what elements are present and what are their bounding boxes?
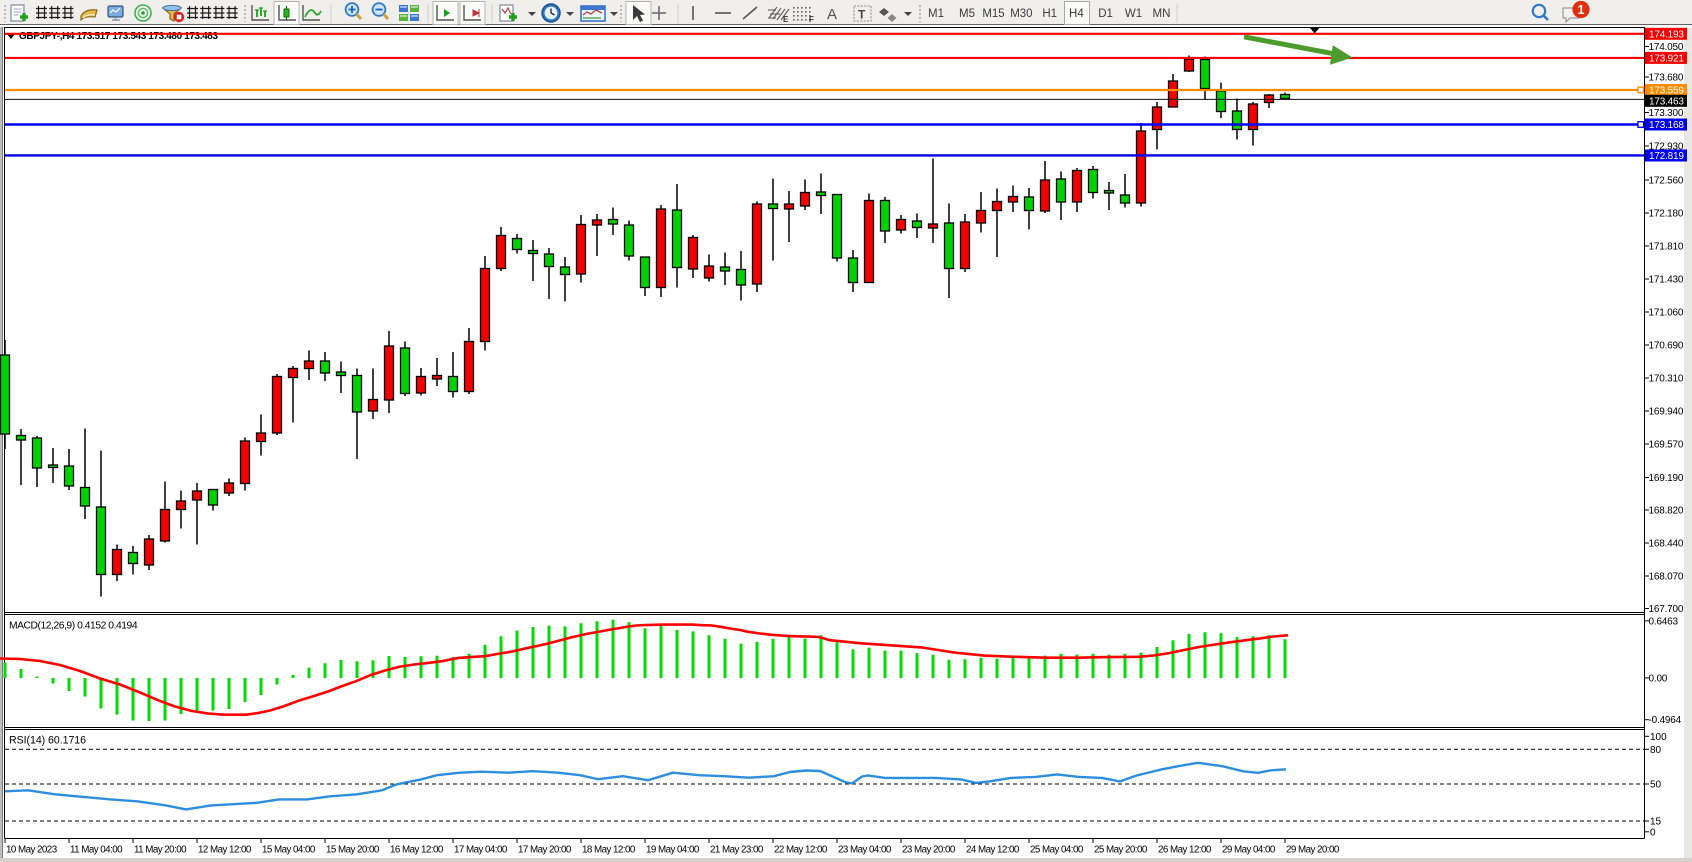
svg-text:17 May 20:00: 17 May 20:00 xyxy=(518,845,572,856)
svg-text:A: A xyxy=(827,6,837,23)
svg-text:172.930: 172.930 xyxy=(1649,142,1684,153)
svg-text:GBPJPY-,H4 173.517 173.543 17: GBPJPY-,H4 173.517 173.543 173.480 173.4… xyxy=(19,31,218,42)
svg-text:E: E xyxy=(783,15,789,24)
svg-text:50: 50 xyxy=(1650,780,1662,791)
svg-text:0.00: 0.00 xyxy=(1649,673,1668,684)
svg-text:15 May 04:00: 15 May 04:00 xyxy=(262,845,316,856)
svg-text:172.560: 172.560 xyxy=(1649,176,1684,187)
svg-text:174.050: 174.050 xyxy=(1649,42,1684,53)
svg-text:MN: MN xyxy=(1153,8,1171,20)
svg-text:16 May 12:00: 16 May 12:00 xyxy=(390,845,444,856)
svg-text:100: 100 xyxy=(1650,732,1667,743)
svg-text:26 May 12:00: 26 May 12:00 xyxy=(1158,845,1212,856)
svg-text:MACD(12,26,9) 0.4152 0.4194: MACD(12,26,9) 0.4152 0.4194 xyxy=(9,621,138,632)
svg-text:25 May 04:00: 25 May 04:00 xyxy=(1030,845,1084,856)
svg-text:169.190: 169.190 xyxy=(1649,473,1684,484)
svg-text:H4: H4 xyxy=(1069,8,1084,20)
svg-text:167.700: 167.700 xyxy=(1649,604,1684,615)
svg-text:169.940: 169.940 xyxy=(1649,407,1684,418)
svg-text:17 May 04:00: 17 May 04:00 xyxy=(454,845,508,856)
svg-text:M1: M1 xyxy=(928,8,944,20)
svg-text:173.300: 173.300 xyxy=(1649,108,1684,119)
svg-text:18 May 12:00: 18 May 12:00 xyxy=(582,845,636,856)
svg-text:174.193: 174.193 xyxy=(1649,29,1684,40)
svg-text:19 May 04:00: 19 May 04:00 xyxy=(646,845,700,856)
svg-text:H1: H1 xyxy=(1042,8,1057,20)
svg-text:21 May 23:00: 21 May 23:00 xyxy=(710,845,764,856)
svg-text:170.310: 170.310 xyxy=(1649,374,1684,385)
svg-text:M30: M30 xyxy=(1010,8,1032,20)
svg-text:15: 15 xyxy=(1650,817,1662,828)
svg-text:173.921: 173.921 xyxy=(1649,53,1684,64)
svg-text:171.060: 171.060 xyxy=(1649,308,1684,319)
svg-text:29 May 20:00: 29 May 20:00 xyxy=(1286,845,1340,856)
svg-text:173.168: 173.168 xyxy=(1649,120,1684,131)
svg-text:1: 1 xyxy=(1578,3,1585,17)
svg-text:M5: M5 xyxy=(959,8,975,20)
svg-text:168.820: 168.820 xyxy=(1649,506,1684,517)
svg-text:29 May 04:00: 29 May 04:00 xyxy=(1222,845,1276,856)
svg-text:D1: D1 xyxy=(1098,8,1113,20)
svg-text:23 May 04:00: 23 May 04:00 xyxy=(838,845,892,856)
svg-text:173.463: 173.463 xyxy=(1649,96,1684,107)
svg-text:RSI(14) 60.1716: RSI(14) 60.1716 xyxy=(9,735,86,747)
svg-text:23 May 20:00: 23 May 20:00 xyxy=(902,845,956,856)
svg-text:F: F xyxy=(809,15,814,24)
svg-text:W1: W1 xyxy=(1125,8,1142,20)
svg-text:168.440: 168.440 xyxy=(1649,539,1684,550)
svg-text:172.819: 172.819 xyxy=(1649,151,1684,162)
svg-text:22 May 12:00: 22 May 12:00 xyxy=(774,845,828,856)
svg-text:25 May 20:00: 25 May 20:00 xyxy=(1094,845,1148,856)
svg-text:169.570: 169.570 xyxy=(1649,440,1684,451)
svg-text:172.180: 172.180 xyxy=(1649,209,1684,220)
svg-text:170.690: 170.690 xyxy=(1649,341,1684,352)
svg-text:173.559: 173.559 xyxy=(1649,86,1684,97)
svg-text:11 May 20:00: 11 May 20:00 xyxy=(134,845,187,856)
svg-text:171.810: 171.810 xyxy=(1649,242,1684,253)
svg-text:T: T xyxy=(858,8,866,22)
svg-text:24 May 12:00: 24 May 12:00 xyxy=(966,845,1020,856)
svg-text:15 May 20:00: 15 May 20:00 xyxy=(326,845,380,856)
svg-text:0.6463: 0.6463 xyxy=(1649,616,1679,627)
svg-text:168.070: 168.070 xyxy=(1649,572,1684,583)
svg-text:12 May 12:00: 12 May 12:00 xyxy=(198,845,252,856)
svg-text:11 May 04:00: 11 May 04:00 xyxy=(70,845,123,856)
svg-text:M15: M15 xyxy=(982,8,1004,20)
svg-text:10 May 2023: 10 May 2023 xyxy=(6,845,58,856)
svg-text:173.680: 173.680 xyxy=(1649,73,1684,84)
svg-text:80: 80 xyxy=(1650,745,1662,756)
svg-text:-0.4964: -0.4964 xyxy=(1649,715,1682,726)
svg-text:0: 0 xyxy=(1650,827,1656,838)
svg-text:171.430: 171.430 xyxy=(1649,275,1684,286)
